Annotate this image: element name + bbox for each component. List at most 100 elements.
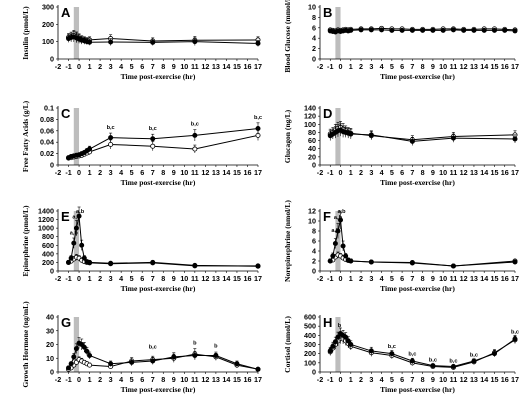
x-tick-label: 10: [180, 274, 188, 283]
x-tick-label: 4: [119, 375, 123, 384]
exercise-shade: [73, 211, 80, 271]
y-tick-label: 0.02: [40, 149, 54, 158]
data-point: [450, 263, 456, 269]
x-tick-label: 9: [172, 62, 176, 71]
x-tick-label: 2: [98, 168, 102, 177]
significance-label: b,c: [408, 352, 416, 358]
x-tick-label: 9: [431, 375, 435, 384]
y-tick-label: 6: [312, 237, 316, 246]
x-tick-label: 2: [98, 274, 102, 283]
x-tick-label: 5: [390, 274, 394, 283]
data-point: [450, 135, 456, 141]
data-point: [234, 361, 240, 367]
x-tick-label: 17: [511, 168, 519, 177]
data-point: [338, 217, 344, 223]
data-point: [430, 27, 436, 33]
data-point: [192, 39, 198, 45]
data-point: [512, 259, 518, 265]
x-tick-label: 16: [501, 375, 509, 384]
x-tick-label: 16: [243, 274, 251, 283]
data-point: [343, 334, 349, 340]
data-point: [79, 242, 85, 248]
x-tick-label: 0: [77, 168, 81, 177]
x-tick-label: 11: [191, 62, 199, 71]
y-tick-label: 0: [312, 55, 316, 64]
x-tick-label: 13: [212, 375, 220, 384]
y-axis-title: Glucagon (ng/L): [283, 109, 292, 163]
x-tick-label: 14: [480, 274, 488, 283]
x-axis-title: Time post-exercise (hr): [121, 72, 196, 81]
data-point: [379, 27, 385, 33]
significance-label: b,c: [149, 345, 157, 351]
x-tick-label: 15: [490, 168, 498, 177]
y-tick-label: 600: [304, 313, 316, 322]
x-tick-label: 3: [109, 375, 113, 384]
x-tick-label: 0: [339, 375, 343, 384]
data-point: [150, 259, 156, 265]
data-point: [471, 358, 477, 364]
x-tick-label: 12: [201, 274, 209, 283]
x-tick-label: 10: [180, 62, 188, 71]
series-line: [329, 219, 516, 267]
data-point: [73, 225, 79, 231]
x-tick-label: 5: [390, 375, 394, 384]
x-tick-label: 17: [254, 62, 262, 71]
x-tick-label: 17: [254, 274, 262, 283]
panel-letter: C: [61, 106, 71, 121]
y-tick-label: 80: [308, 128, 316, 137]
y-tick-label: 200: [42, 20, 54, 29]
x-tick-label: 10: [180, 375, 188, 384]
data-point: [348, 131, 354, 137]
series-line: [68, 216, 259, 267]
y-tick-label: 120: [304, 112, 316, 121]
x-tick-label: 13: [212, 62, 220, 71]
panel-letter: H: [323, 315, 332, 330]
y-tick-label: 0: [50, 55, 54, 64]
significance-label: b,c: [107, 125, 115, 131]
y-tick-label: 500: [304, 322, 316, 331]
significance-label: a,b: [331, 228, 340, 234]
x-tick-label: -2: [55, 168, 61, 177]
data-point: [71, 240, 77, 246]
y-axis-title: Cortisol (nmol/L): [283, 316, 292, 373]
x-tick-label: 7: [410, 168, 414, 177]
x-tick-label: 7: [410, 375, 414, 384]
data-point: [213, 352, 219, 358]
x-axis-title: Time post-exercise (hr): [380, 178, 455, 187]
significance-label: a,b: [334, 215, 343, 221]
x-tick-label: 4: [380, 274, 384, 283]
data-point: [66, 259, 72, 265]
series-line: [68, 128, 259, 159]
data-point: [108, 39, 114, 45]
y-axis-title: Norepinephrine (nmol/L): [283, 200, 292, 282]
x-tick-label: 16: [243, 62, 251, 71]
x-tick-label: 6: [140, 168, 144, 177]
x-tick-label: 10: [439, 375, 447, 384]
x-tick-label: 0: [339, 274, 343, 283]
data-point: [255, 126, 261, 132]
x-tick-label: 16: [501, 62, 509, 71]
x-tick-label: 9: [172, 168, 176, 177]
significance-label: b,c: [388, 344, 396, 350]
significance-label: b,c: [511, 330, 519, 336]
x-tick-label: -2: [317, 375, 323, 384]
data-point: [491, 351, 497, 357]
y-tick-label: 0: [312, 368, 316, 377]
data-point: [481, 27, 487, 33]
data-point: [340, 243, 346, 249]
x-tick-label: -1: [327, 274, 333, 283]
x-tick-label: 6: [140, 375, 144, 384]
x-tick-label: -2: [55, 375, 61, 384]
x-tick-label: 12: [460, 62, 468, 71]
x-tick-label: 0: [77, 375, 81, 384]
y-tick-label: 0.1: [44, 104, 54, 113]
x-tick-label: 8: [421, 375, 425, 384]
x-tick-label: 1: [88, 375, 92, 384]
x-tick-label: 6: [400, 168, 404, 177]
x-tick-label: 0: [339, 62, 343, 71]
x-axis-title: Time post-exercise (hr): [121, 284, 196, 293]
x-tick-label: 8: [161, 168, 165, 177]
x-tick-label: 15: [233, 168, 241, 177]
x-tick-label: -1: [327, 375, 333, 384]
